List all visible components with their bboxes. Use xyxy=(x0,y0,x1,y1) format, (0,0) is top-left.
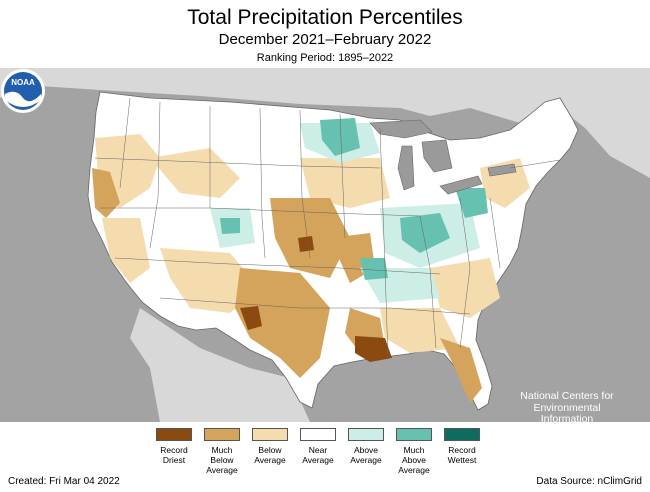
mexico-land xyxy=(130,308,310,422)
legend-swatch xyxy=(300,428,336,441)
lake-superior xyxy=(369,119,433,139)
legend-swatch xyxy=(204,428,240,441)
record-driest-regions xyxy=(240,236,392,362)
lake-erie xyxy=(439,175,483,195)
legend-swatch xyxy=(252,428,288,441)
legend: Record Driest Much Below Average Below Ave… xyxy=(150,428,490,484)
map-subtitle: December 2021–February 2022 xyxy=(218,31,432,48)
legend-label: Much Above Average xyxy=(398,445,430,475)
lake-ontario xyxy=(487,163,517,177)
legend-swatch xyxy=(156,428,192,441)
data-source: Data Source: nClimGrid xyxy=(536,476,642,487)
state-boundaries xyxy=(94,97,561,359)
legend-swatch xyxy=(444,428,480,441)
legend-swatch xyxy=(396,428,432,441)
great-lakes xyxy=(369,119,517,195)
legend-item: Much Above Average xyxy=(390,428,438,475)
legend-label: Record Wettest xyxy=(447,445,477,465)
canada-land xyxy=(0,68,650,178)
legend-item: Record Driest xyxy=(150,428,198,465)
noaa-logo: NOAA xyxy=(1,69,45,113)
map-canvas xyxy=(0,68,650,422)
lake-huron xyxy=(421,139,453,173)
ncei-line-2: Environmental xyxy=(533,401,601,414)
us-precipitation-map: NOAA National Centers for Environmental … xyxy=(0,68,650,422)
legend-label: Below Average xyxy=(254,445,286,465)
legend-item: Much Below Average xyxy=(198,428,246,475)
legend-label: Much Below Average xyxy=(206,445,238,475)
legend-label: Above Average xyxy=(350,445,382,465)
map-title: Total Precipitation Percentiles xyxy=(187,6,463,29)
legend-label: Record Driest xyxy=(160,445,188,465)
legend-item: Record Wettest xyxy=(438,428,486,465)
ncei-line-3: Information xyxy=(540,413,594,422)
legend-label: Near Average xyxy=(302,445,334,465)
much-above-average-regions xyxy=(220,118,488,280)
legend-item: Below Average xyxy=(246,428,294,465)
legend-item: Above Average xyxy=(342,428,390,465)
created-date: Created: Fri Mar 04 2022 xyxy=(8,476,120,487)
lake-michigan xyxy=(397,145,415,191)
ranking-period: Ranking Period: 1895–2022 xyxy=(256,52,394,64)
map-header: Total Precipitation Percentiles December… xyxy=(0,0,650,68)
ncei-label: National Centers for Environmental Infor… xyxy=(512,390,622,422)
legend-item: Near Average xyxy=(294,428,342,465)
legend-swatch xyxy=(348,428,384,441)
ncei-line-1: National Centers for xyxy=(520,390,614,402)
svg-text:NOAA: NOAA xyxy=(11,78,35,87)
